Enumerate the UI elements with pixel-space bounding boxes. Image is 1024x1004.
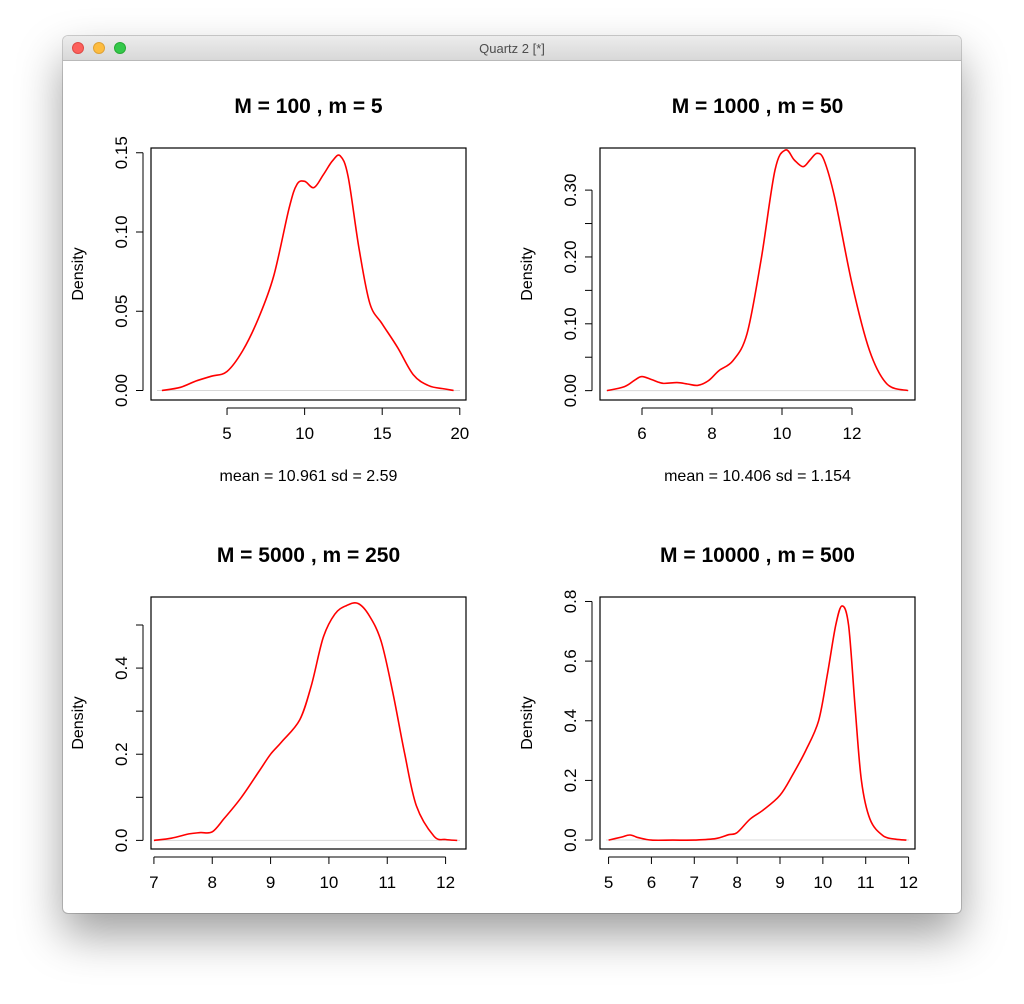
density-curve: [606, 149, 909, 392]
y-axis-label: Density: [70, 696, 87, 749]
x-axis-label: mean = 10.406 sd = 1.154: [664, 468, 851, 485]
x-tick-label: 8: [707, 424, 716, 443]
x-tick-label: 10: [813, 873, 832, 892]
x-tick-label: 8: [732, 873, 741, 892]
y-tick-label: 0.8: [561, 590, 580, 614]
x-tick-label: 7: [149, 873, 158, 892]
y-tick-label: 0.2: [112, 742, 131, 766]
y-axis-label: Density: [70, 247, 87, 300]
x-tick-label: 9: [775, 873, 784, 892]
plot-title: M = 100 , m = 5: [234, 95, 383, 118]
x-tick-label: 6: [647, 873, 656, 892]
x-tick-label: 10: [773, 424, 792, 443]
plot-area: M = 100 , m = 5 5 10 15 20 0.00 0.05 0.10 0.15 De…: [63, 61, 961, 913]
y-tick-label: 0.00: [561, 374, 580, 407]
y-tick-label: 0.2: [561, 769, 580, 793]
x-tick-label: 6: [637, 424, 646, 443]
density-curve: [161, 154, 454, 392]
y-tick-label: 0.10: [561, 307, 580, 340]
y-tick-label: 0.0: [112, 829, 131, 853]
close-button[interactable]: [72, 42, 84, 54]
x-tick-label: 11: [378, 873, 396, 892]
window-title: Quartz 2 [*]: [479, 41, 545, 56]
y-tick-label: 0.20: [561, 240, 580, 273]
y-tick-label: 0.4: [561, 709, 580, 733]
minimize-button[interactable]: [93, 42, 105, 54]
x-axis-label: mean = 10.961 sd = 2.59: [220, 468, 398, 485]
zoom-button[interactable]: [114, 42, 126, 54]
plot-title: M = 5000 , m = 250: [217, 544, 400, 567]
plot-title: M = 10000 , m = 500: [660, 544, 855, 567]
plot-frame: [599, 147, 916, 401]
x-tick-label: 10: [295, 424, 314, 443]
density-plot-1: M = 100 , m = 5 5 10 15 20 0.00 0.05 0.10 0.15 De…: [70, 95, 469, 485]
y-tick-label: 0.4: [112, 656, 131, 680]
plot-frame: [599, 596, 916, 850]
y-axis-label: Density: [519, 696, 536, 749]
x-tick-label: 11: [857, 873, 875, 892]
x-tick-label: 7: [690, 873, 699, 892]
title-bar[interactable]: Quartz 2 [*]: [63, 36, 961, 61]
x-tick-label: 10: [319, 873, 338, 892]
x-tick-label: 20: [450, 424, 469, 443]
y-tick-label: 0.05: [112, 295, 131, 328]
plot-frame: [150, 596, 467, 850]
x-tick-label: 15: [373, 424, 392, 443]
x-tick-label: 8: [208, 873, 217, 892]
x-tick-label: 5: [604, 873, 613, 892]
plot-title: M = 1000 , m = 50: [672, 95, 844, 118]
y-axis-label: Density: [519, 247, 536, 300]
density-curve: [608, 605, 907, 842]
y-tick-label: 0.0: [561, 828, 580, 852]
y-tick-label: 0.10: [112, 215, 131, 248]
y-tick-label: 0.15: [112, 136, 131, 169]
plot-frame: [150, 147, 467, 401]
x-tick-label: 12: [436, 873, 455, 892]
y-tick-label: 0.30: [561, 174, 580, 207]
x-tick-label: 5: [222, 424, 231, 443]
density-plots: M = 100 , m = 55 10 15 200.000.050.100.15De…: [70, 95, 918, 892]
x-tick-label: 9: [266, 873, 275, 892]
density-curve: [153, 602, 458, 842]
x-tick-label: 12: [899, 873, 918, 892]
density-plot-3: M = 5000 , m = 250 7 8 9 10 11 12 0.0 0.2 0.4 Dens…: [70, 544, 467, 892]
y-tick-label: 0.6: [561, 649, 580, 673]
density-plot-2: M = 1000 , m = 50 6 8 10 12 0.00 0.10 0.20 0.30 D…: [519, 95, 916, 485]
y-tick-label: 0.00: [112, 374, 131, 407]
x-tick-label: 12: [843, 424, 862, 443]
density-plot-4: M = 10000 , m = 500 5 6 7 8 9 10 11 12 0.0 0.2 0.4 0…: [519, 544, 918, 892]
quartz-window: Quartz 2 [*] M = 100 , m = 5 5 10 15 20 0.00 0…: [63, 36, 961, 913]
